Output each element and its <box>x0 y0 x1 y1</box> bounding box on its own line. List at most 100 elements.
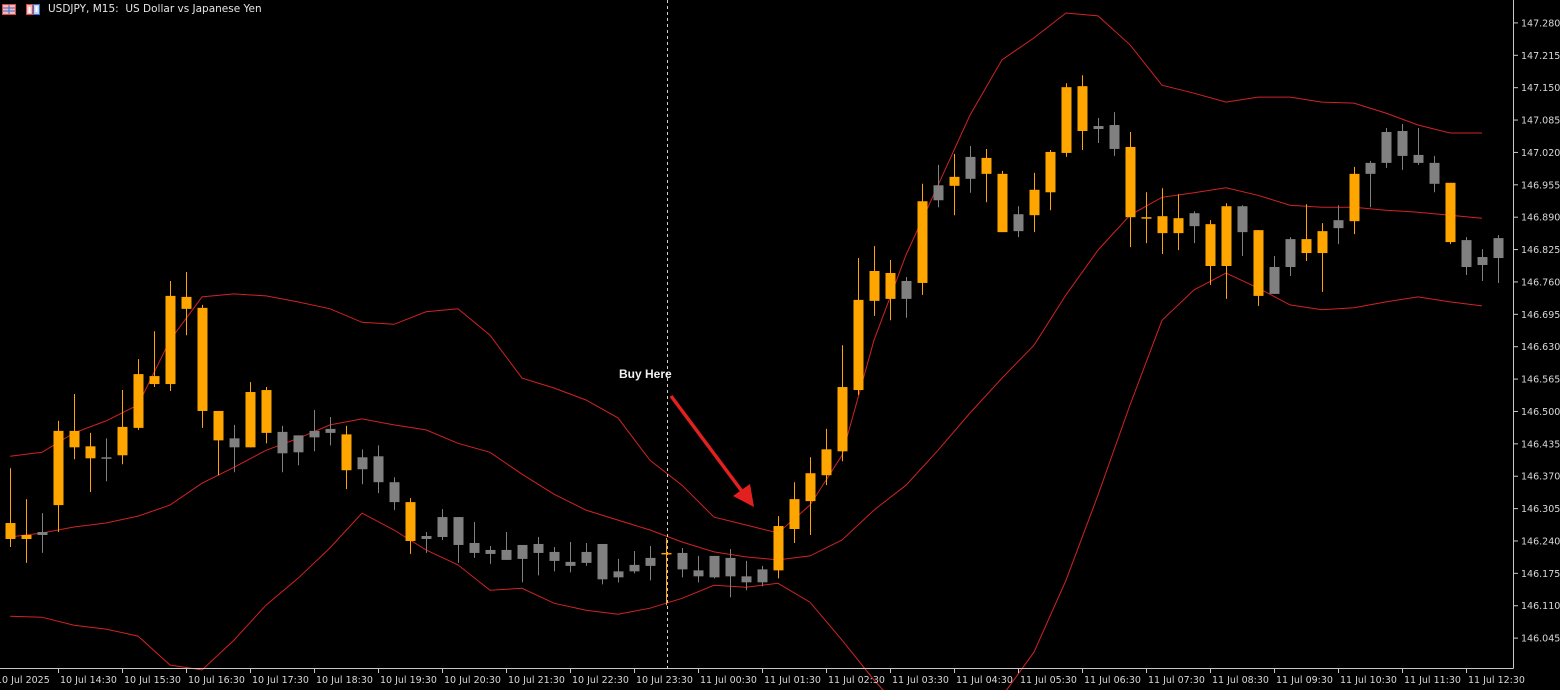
candle <box>293 435 304 466</box>
candle-body <box>1141 217 1152 219</box>
candle <box>677 547 688 578</box>
candle-body <box>53 430 64 506</box>
price-tick-label: 147.280 <box>1521 18 1560 29</box>
candle <box>325 416 336 446</box>
candle-body <box>1093 126 1104 130</box>
time-tick-label: 11 Jul 03:30 <box>892 675 949 686</box>
time-tick-label: 11 Jul 11:30 <box>1404 675 1461 686</box>
candle-body <box>757 569 768 583</box>
chart-title: USDJPY, M15: US Dollar vs Japanese Yen <box>48 3 262 15</box>
candle <box>741 560 752 591</box>
candle <box>1477 249 1488 281</box>
price-tick-label: 146.890 <box>1521 213 1560 224</box>
candle <box>277 425 288 473</box>
price-tick-label: 146.110 <box>1521 601 1560 612</box>
candle-body <box>373 456 384 483</box>
candle-body <box>1045 151 1056 193</box>
candle <box>1141 192 1152 244</box>
candle-body <box>485 549 496 554</box>
candle <box>341 425 352 490</box>
candle-body <box>453 517 464 545</box>
price-tick-label: 146.370 <box>1521 472 1560 483</box>
candle <box>933 164 944 208</box>
candle <box>1253 230 1264 306</box>
candle-body <box>933 185 944 201</box>
candle <box>949 153 960 216</box>
time-tick-label: 10 Jul 22:30 <box>572 675 629 686</box>
candle-body <box>1333 220 1344 229</box>
candle <box>213 410 224 476</box>
candle-body <box>645 557 656 566</box>
candle <box>597 543 608 585</box>
candle-body <box>1445 182 1456 243</box>
price-tick-label: 146.175 <box>1521 569 1560 580</box>
candle-body <box>101 457 112 459</box>
candle <box>1221 203 1232 299</box>
bollinger-middle-line <box>9 187 1483 561</box>
candle-body <box>997 173 1008 233</box>
candle <box>869 246 880 316</box>
candle <box>613 558 624 583</box>
candle-body <box>965 156 976 179</box>
candle-body <box>773 526 784 571</box>
candle-body <box>325 428 336 433</box>
time-tick-label: 11 Jul 01:30 <box>764 675 821 686</box>
candle <box>1077 75 1088 150</box>
candle <box>1061 83 1072 157</box>
candle <box>1157 188 1168 255</box>
candle <box>501 532 512 560</box>
candle-body <box>1061 87 1072 153</box>
candles <box>5 75 1504 606</box>
candle-body <box>133 374 144 428</box>
candle-body <box>117 426 128 456</box>
candle-body <box>1381 132 1392 163</box>
candle <box>805 457 816 535</box>
candle-body <box>1269 267 1280 294</box>
chart-window-icon[interactable] <box>26 0 40 19</box>
candle-body <box>85 446 96 459</box>
candle <box>773 516 784 579</box>
candle <box>437 509 448 540</box>
candle <box>1413 128 1424 165</box>
candle <box>69 394 80 460</box>
candle <box>245 382 256 448</box>
symbol-list-icon[interactable] <box>2 0 16 19</box>
candle-body <box>869 270 880 301</box>
time-tick-label: 11 Jul 05:30 <box>1020 675 1077 686</box>
candle-body <box>885 272 896 299</box>
price-tick-label: 146.955 <box>1521 180 1560 191</box>
time-tick-label: 10 Jul 23:30 <box>636 675 693 686</box>
candle <box>661 537 672 606</box>
price-axis[interactable]: 147.280 147.215 147.150 147.085 147.020 146.9… <box>1513 18 1560 645</box>
candle-body <box>1461 240 1472 268</box>
time-tick-label: 10 Jul 2025 <box>0 675 50 686</box>
candle <box>1205 220 1216 285</box>
candle <box>1397 124 1408 170</box>
candle <box>1029 172 1040 233</box>
candle <box>1269 256 1280 294</box>
candle-body <box>165 295 176 385</box>
candle-body <box>501 549 512 560</box>
candle <box>453 517 464 563</box>
candle-body <box>1173 218 1184 234</box>
candle <box>1493 235 1504 283</box>
candle-body <box>549 551 560 561</box>
candle-body <box>5 523 16 539</box>
time-axis[interactable]: 10 Jul 2025 10 Jul 14:30 10 Jul 15:30 10 Ju… <box>0 668 1525 686</box>
candle-body <box>1013 214 1024 232</box>
time-tick-label: 11 Jul 06:30 <box>1084 675 1141 686</box>
candle-body <box>805 473 816 502</box>
candle <box>261 387 272 444</box>
candle-body <box>1125 146 1136 218</box>
candle-body <box>693 570 704 577</box>
buy-arrow-icon <box>669 394 754 507</box>
price-tick-label: 146.565 <box>1521 375 1560 386</box>
candle-body <box>901 280 912 299</box>
candle <box>581 542 592 566</box>
candle-body <box>213 410 224 441</box>
candle-body <box>853 299 864 391</box>
candle-body <box>1285 239 1296 268</box>
candle-body <box>469 542 480 553</box>
